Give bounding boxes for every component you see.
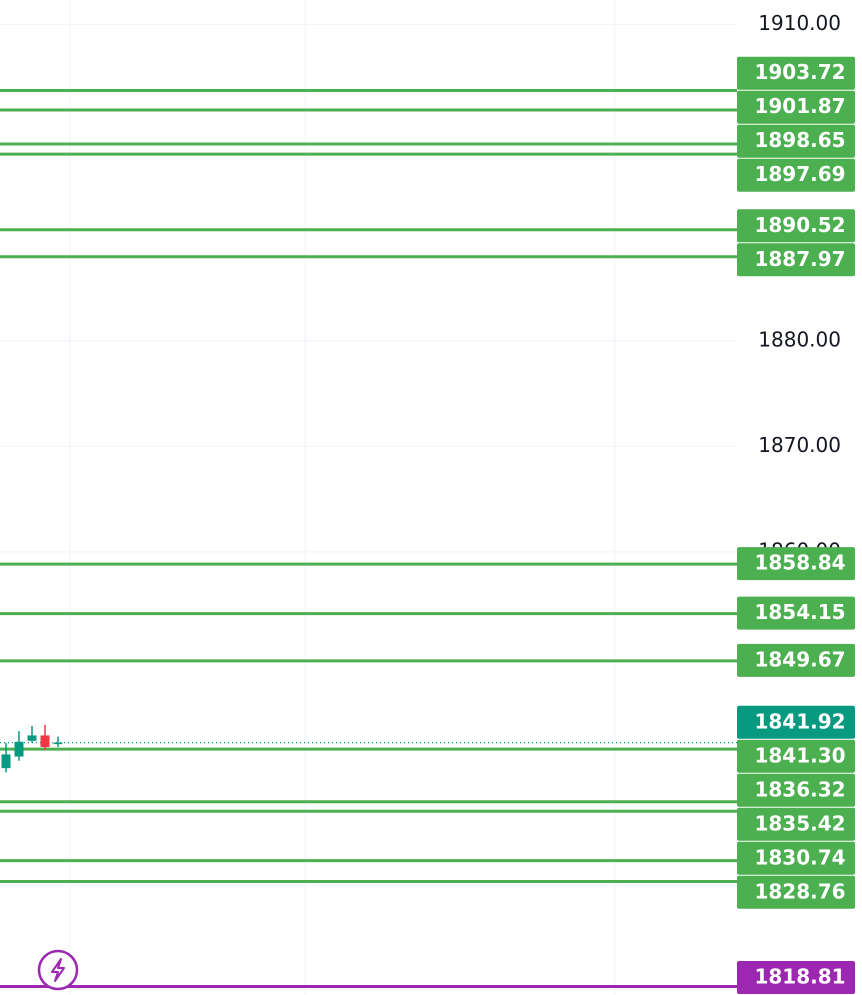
price-box-label: 1903.72 (754, 60, 845, 84)
level-lines (0, 89, 737, 988)
y-tick-label: 1880.00 (758, 327, 841, 351)
price-box-label: 1830.74 (754, 845, 845, 869)
candle-body (14, 741, 24, 757)
price-box (737, 124, 855, 158)
price-box-label: 1898.65 (754, 128, 845, 152)
price-box (737, 209, 855, 243)
price-box (737, 243, 855, 277)
price-box-label: 1887.97 (754, 247, 845, 271)
price-box (737, 56, 855, 90)
price-box (737, 841, 855, 875)
grid (0, 23, 737, 553)
price-box (737, 90, 855, 124)
price-box-label: 1854.15 (754, 600, 845, 624)
icon-bolt (51, 958, 65, 982)
candle-body (40, 735, 50, 748)
candle-body (1, 754, 11, 769)
price-box (737, 875, 855, 909)
candles (1, 724, 63, 773)
price-box-label: 1858.84 (754, 551, 845, 575)
y-tick-label: 1910.00 (758, 11, 841, 35)
candle-body (27, 735, 37, 741)
price-box (737, 547, 855, 581)
price-box (737, 158, 855, 192)
price-box-label: 1828.76 (754, 879, 845, 903)
price-box (737, 739, 855, 773)
price-box-label: 1841.30 (754, 743, 845, 767)
price-box-label: 1835.42 (754, 811, 845, 835)
price-box (737, 807, 855, 841)
price-box-label: 1836.32 (754, 777, 845, 801)
icon-circle (37, 949, 79, 991)
price-box (737, 961, 855, 994)
vertical-grid (69, 0, 616, 995)
alert-icon[interactable] (37, 949, 79, 991)
price-box (737, 643, 855, 677)
price-box-label: 1901.87 (754, 94, 845, 118)
price-box-label: 1841.92 (754, 709, 845, 733)
price-box (737, 596, 855, 630)
candle-body (53, 742, 63, 745)
price-box (737, 773, 855, 807)
price-labels: 1903.72 1901.87 1898.65 1897.69 1890.52 1887.… (737, 56, 855, 994)
price-box-label: 1849.67 (754, 647, 845, 671)
price-box (737, 705, 855, 739)
y-tick-label: 1870.00 (758, 433, 841, 457)
price-box-label: 1818.81 (754, 965, 845, 989)
price-box-label: 1897.69 (754, 162, 845, 186)
price-box-label: 1890.52 (754, 213, 845, 237)
